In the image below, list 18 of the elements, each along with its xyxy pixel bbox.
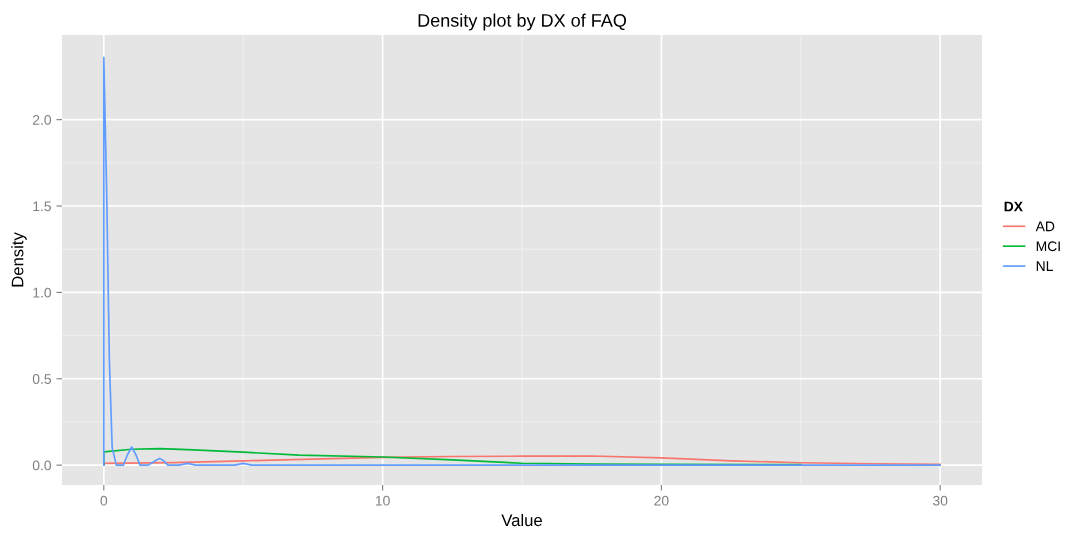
x-tick-label: 20 [654,495,669,506]
x-tick-label: 30 [932,495,948,506]
y-tick-label: 1.0 [33,287,52,298]
legend-label: NL [1036,261,1053,271]
y-tick-label: 2.0 [32,114,52,125]
y-tick-label: 0.0 [32,460,52,471]
legend-label: MCI [1036,241,1060,252]
x-tick-label: 10 [375,495,390,506]
line-series [102,56,942,466]
line-series [102,455,942,466]
x-axis-title: Value [501,513,542,527]
x-tick-label: 0 [100,495,108,506]
y-tick-label: 1.5 [33,201,51,212]
chart-title: Density plot by DX of FAQ [418,13,627,31]
y-tick-label: 0.5 [32,374,51,384]
legend-label: AD [1035,221,1055,232]
legend-title: DX [1004,201,1023,212]
y-axis-title: Density [11,232,27,287]
